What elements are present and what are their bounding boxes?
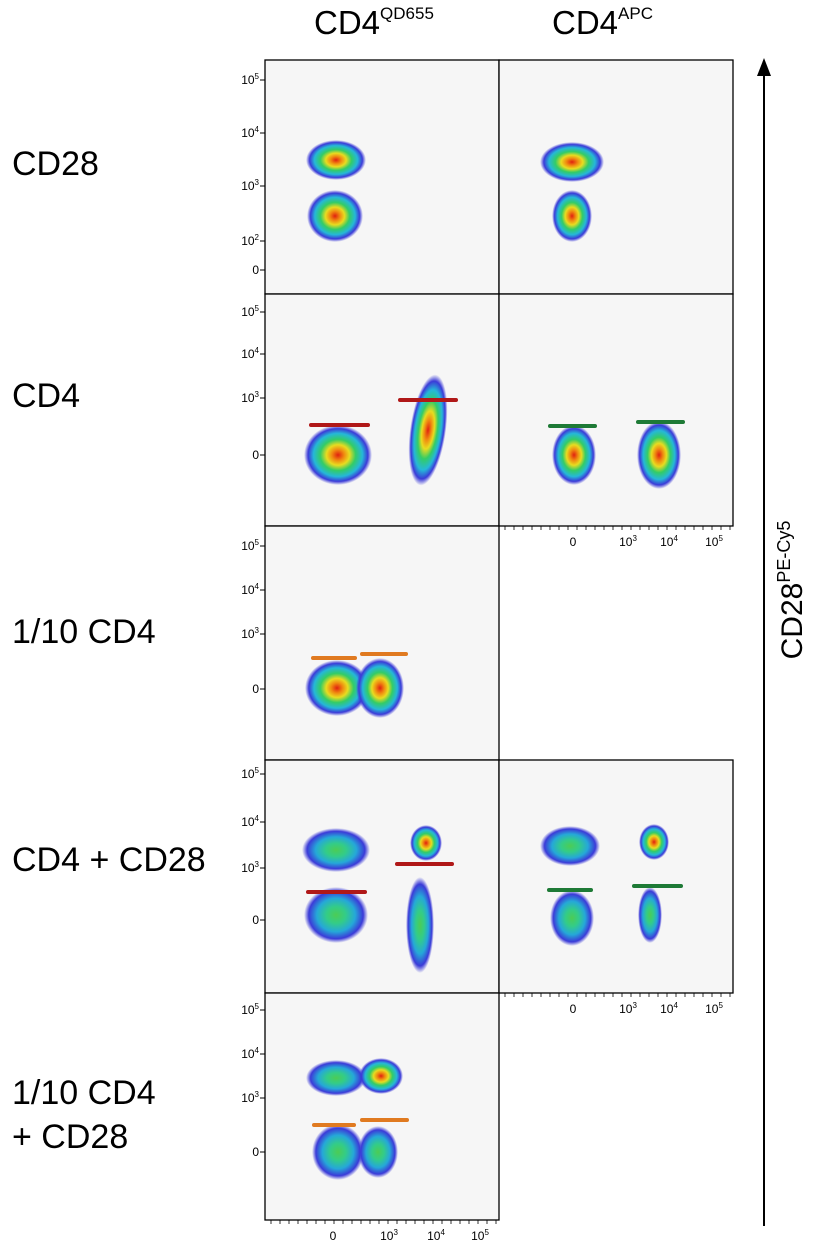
r5-x-tick-label: 105 xyxy=(471,1228,489,1243)
population-r4-apc-pos-high xyxy=(639,824,669,860)
population-r4-apc-pos-low xyxy=(638,887,662,943)
r5-y-tick-label: 104 xyxy=(241,1046,259,1061)
population-r2-apc-pos xyxy=(637,421,681,489)
r4-y-tick-label: 0 xyxy=(252,913,259,927)
r5-y-tick-label: 0 xyxy=(252,1145,259,1159)
row-label-cd4-cd28: CD4 + CD28 xyxy=(12,841,206,879)
r5-y-tick-label: 105 xyxy=(241,1002,259,1017)
panel-r1-qd655 xyxy=(264,59,500,295)
column-header-apc-main: CD4 xyxy=(552,4,619,41)
r4-apc-x-tick-label: 104 xyxy=(660,1001,678,1016)
population-r4-qd655-neg-high xyxy=(302,828,370,872)
population-r1-apc-high xyxy=(540,142,604,182)
r2-y-tick-label: 103 xyxy=(241,390,259,405)
r3-y-tick-label: 103 xyxy=(241,626,259,641)
column-header-apc-sup: APC xyxy=(618,4,653,23)
population-r1-qd655-high xyxy=(306,140,366,180)
row-label-tenth-cd4-line2: + CD28 xyxy=(12,1118,129,1156)
population-r4-qd655-pos-high xyxy=(410,825,442,861)
r2-apc-x-tick-label: 105 xyxy=(705,534,723,549)
r4-y-tick-label: 105 xyxy=(241,766,259,781)
r1-y-tick-label: 104 xyxy=(241,125,259,140)
r3-y-tick-label: 0 xyxy=(252,682,259,696)
panel-r4-qd655 xyxy=(264,759,500,994)
population-r3-qd655-neg xyxy=(305,660,369,716)
population-r4-apc-neg-high xyxy=(540,826,600,866)
population-r5-pos-high xyxy=(359,1058,403,1094)
population-r2-qd655-neg xyxy=(304,425,372,485)
row-label-tenth-cd4: 1/10 CD4 xyxy=(12,613,156,651)
r4-apc-x-tick-label: 0 xyxy=(570,1002,577,1016)
r4-apc-x-tick-label: 103 xyxy=(619,1001,637,1016)
population-r1-qd655-low xyxy=(307,190,363,242)
population-r4-apc-neg-low xyxy=(550,890,594,946)
r2-apc-x-tick-label: 0 xyxy=(570,535,577,549)
panel-r2-qd655 xyxy=(264,293,500,527)
column-header-qd655-main: CD4 xyxy=(314,4,381,41)
row-label-cd28: CD28 xyxy=(12,145,99,183)
panel-r5-qd655 xyxy=(264,992,500,1221)
population-r1-apc-low xyxy=(552,190,592,242)
y-axis-arrow-head xyxy=(757,58,771,76)
r4-y-tick-label: 103 xyxy=(241,860,259,875)
r1-y-tick-label: 105 xyxy=(241,72,259,87)
population-r2-qd655-pos xyxy=(408,374,448,486)
r2-y-tick-label: 0 xyxy=(252,448,259,462)
population-r3-qd655-pos xyxy=(356,658,404,718)
r2-apc-x-tick-label: 104 xyxy=(660,534,678,549)
panel-r4-apc xyxy=(498,759,734,994)
row-label-tenth-cd4-line1: 1/10 CD4 xyxy=(12,1074,156,1112)
r4-y-tick-label: 104 xyxy=(241,814,259,829)
r3-y-tick-label: 105 xyxy=(241,538,259,553)
panel-r1-apc xyxy=(498,59,734,295)
population-r4-qd655-pos-low xyxy=(406,877,434,973)
population-r5-pos-low xyxy=(358,1126,398,1178)
column-header-apc: CD4APC xyxy=(552,4,653,42)
row-label-cd4: CD4 xyxy=(12,377,81,415)
panel-r2-apc xyxy=(498,293,734,527)
r2-apc-x-tick-label: 103 xyxy=(619,534,637,549)
r2-y-tick-label: 105 xyxy=(241,304,259,319)
r1-y-tick-label: 102 xyxy=(241,233,259,248)
column-header-qd655: CD4QD655 xyxy=(314,4,434,42)
population-r5-neg-high xyxy=(306,1060,366,1096)
r5-x-tick-label: 0 xyxy=(330,1229,337,1243)
r4-apc-x-tick-label: 105 xyxy=(705,1001,723,1016)
column-header-qd655-sup: QD655 xyxy=(380,4,434,23)
r2-y-tick-label: 104 xyxy=(241,346,259,361)
r5-x-tick-label: 104 xyxy=(427,1228,445,1243)
population-r2-apc-neg xyxy=(552,425,596,485)
panel-r3-qd655 xyxy=(264,525,500,761)
r5-y-tick-label: 103 xyxy=(241,1090,259,1105)
r3-y-tick-label: 104 xyxy=(241,582,259,597)
r1-y-tick-label: 103 xyxy=(241,178,259,193)
r5-x-tick-label: 103 xyxy=(380,1228,398,1243)
population-r5-neg-low xyxy=(312,1124,364,1180)
r1-y-tick-label: 0 xyxy=(252,263,259,277)
population-r4-qd655-neg-low xyxy=(304,887,368,943)
